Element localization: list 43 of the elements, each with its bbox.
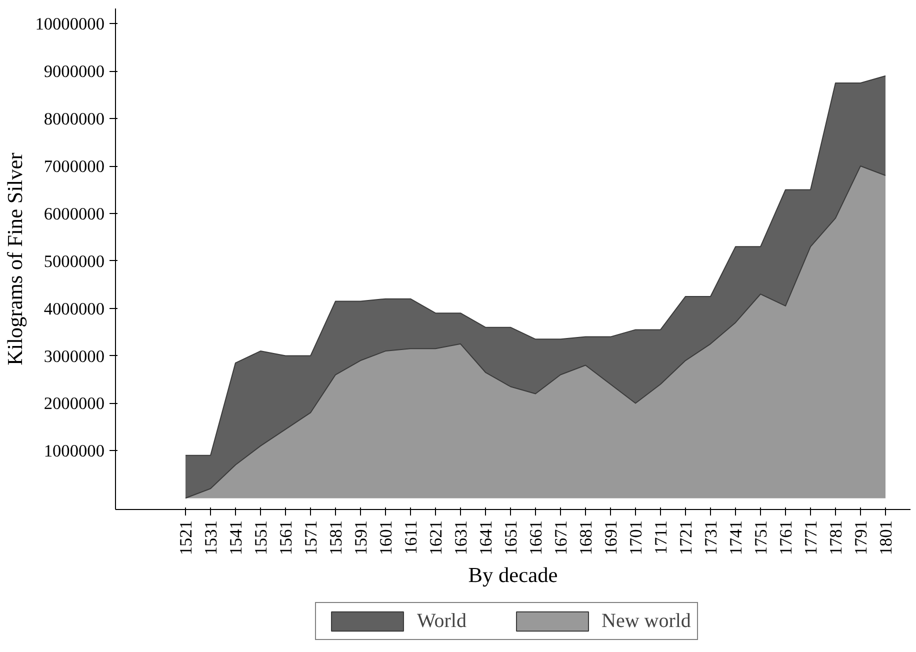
y-tick-label: 6000000 (44, 204, 105, 224)
x-tick-label: 1591 (352, 520, 370, 556)
x-tick-label: 1521 (176, 520, 196, 556)
y-tick-label: 8000000 (44, 110, 105, 129)
y-tick-label: 5000000 (44, 252, 105, 271)
x-tick-label: 1761 (776, 520, 796, 556)
x-tick-label: 1531 (202, 520, 220, 556)
y-axis-title: Kilograms of Fine Silver (3, 152, 28, 366)
y-tick-label: 4000000 (44, 299, 105, 318)
x-tick-label: 1681 (576, 520, 596, 556)
x-tick-label: 1601 (376, 520, 396, 556)
x-tick-label: 1671 (552, 520, 570, 556)
x-tick-label: 1801 (876, 520, 896, 556)
x-tick-label: 1571 (302, 520, 320, 556)
x-tick-label: 1691 (602, 520, 620, 556)
x-tick-label: 1561 (276, 520, 296, 556)
x-tick-label: 1631 (452, 520, 470, 556)
x-tick-label: 1641 (476, 520, 496, 556)
x-tick-label: 1701 (626, 520, 646, 556)
y-tick-label: 1000000 (44, 442, 105, 461)
x-tick-label: 1731 (702, 520, 720, 556)
y-tick-label: 2000000 (44, 394, 105, 414)
x-tick-label: 1741 (726, 520, 746, 556)
y-tick-label: 3000000 (44, 346, 105, 366)
x-tick-label: 1581 (326, 520, 346, 556)
x-tick-label: 1781 (826, 520, 846, 556)
x-tick-label: 1791 (852, 520, 870, 556)
x-tick-label: 1711 (652, 520, 670, 555)
legend-label: World (417, 610, 466, 632)
x-tick-label: 1541 (226, 520, 246, 556)
y-tick-label: 10000000 (35, 14, 104, 34)
y-tick-label: 7000000 (44, 157, 105, 176)
x-tick-label: 1721 (676, 520, 696, 556)
x-tick-label: 1771 (802, 520, 820, 556)
legend-label: New world (602, 610, 691, 632)
y-tick-label: 9000000 (44, 62, 105, 82)
x-tick-label: 1611 (402, 520, 420, 555)
x-tick-label: 1651 (502, 520, 520, 556)
x-tick-label: 1551 (252, 520, 270, 556)
x-tick-label: 1661 (526, 520, 546, 556)
x-tick-label: 1621 (426, 520, 446, 556)
x-axis-title: By decade (468, 563, 558, 588)
x-tick-label: 1751 (752, 520, 770, 556)
